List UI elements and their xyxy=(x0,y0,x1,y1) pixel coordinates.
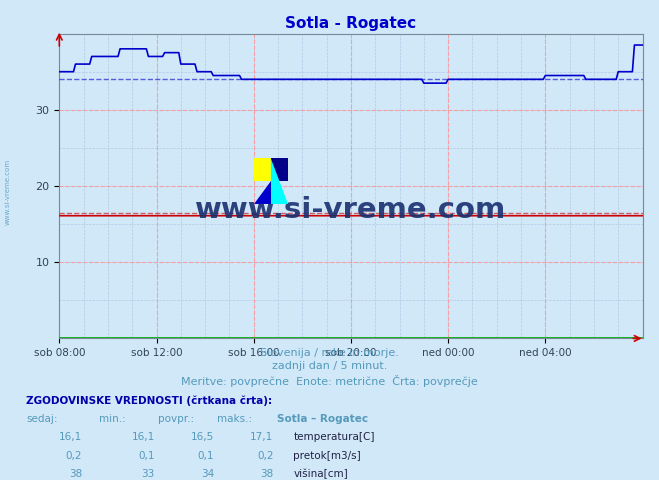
Text: višina[cm]: višina[cm] xyxy=(293,469,348,480)
Text: Sotla – Rogatec: Sotla – Rogatec xyxy=(277,414,368,424)
Polygon shape xyxy=(271,158,288,204)
Text: pretok[m3/s]: pretok[m3/s] xyxy=(293,451,361,461)
Text: 34: 34 xyxy=(201,469,214,479)
Text: povpr.:: povpr.: xyxy=(158,414,194,424)
Text: 17,1: 17,1 xyxy=(250,432,273,443)
Text: 38: 38 xyxy=(69,469,82,479)
Text: 0,2: 0,2 xyxy=(66,451,82,461)
Bar xyxy=(271,158,288,181)
Text: www.si-vreme.com: www.si-vreme.com xyxy=(5,159,11,225)
Text: 16,5: 16,5 xyxy=(191,432,214,443)
Text: sedaj:: sedaj: xyxy=(26,414,58,424)
Text: Slovenija / reke in morje.: Slovenija / reke in morje. xyxy=(260,348,399,358)
Text: 38: 38 xyxy=(260,469,273,479)
Polygon shape xyxy=(254,181,271,204)
Text: maks.:: maks.: xyxy=(217,414,252,424)
Text: 16,1: 16,1 xyxy=(59,432,82,443)
Text: temperatura[C]: temperatura[C] xyxy=(293,432,375,443)
Text: zadnji dan / 5 minut.: zadnji dan / 5 minut. xyxy=(272,361,387,372)
Bar xyxy=(254,158,271,181)
Text: Meritve: povprečne  Enote: metrične  Črta: povprečje: Meritve: povprečne Enote: metrične Črta:… xyxy=(181,375,478,387)
Text: www.si-vreme.com: www.si-vreme.com xyxy=(195,196,507,224)
Text: min.:: min.: xyxy=(99,414,126,424)
Title: Sotla - Rogatec: Sotla - Rogatec xyxy=(285,16,416,31)
Text: 33: 33 xyxy=(142,469,155,479)
Text: ZGODOVINSKE VREDNOSTI (črtkana črta):: ZGODOVINSKE VREDNOSTI (črtkana črta): xyxy=(26,396,272,407)
Text: 16,1: 16,1 xyxy=(132,432,155,443)
Text: 0,1: 0,1 xyxy=(138,451,155,461)
Text: 0,1: 0,1 xyxy=(198,451,214,461)
Text: 0,2: 0,2 xyxy=(257,451,273,461)
